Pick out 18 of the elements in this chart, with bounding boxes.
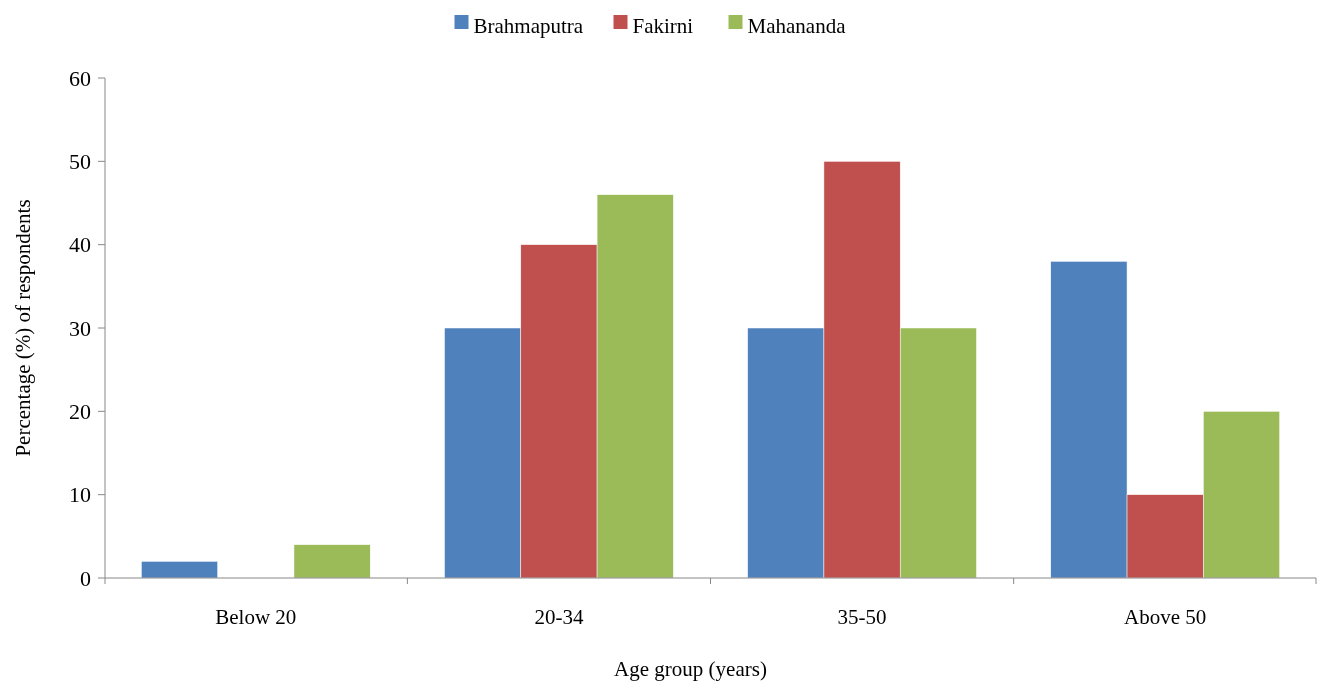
y-tick-label: 10 — [69, 482, 91, 508]
legend-label: Brahmaputra — [473, 14, 584, 39]
x-tick-label: 20-34 — [534, 605, 584, 629]
y-tick-label: 50 — [69, 149, 91, 175]
y-tick-label: 40 — [69, 232, 91, 258]
y-tick-label: 0 — [80, 565, 91, 591]
x-tick-label: 35-50 — [837, 605, 887, 629]
y-tick-label: 20 — [69, 399, 91, 425]
x-tick-label: Above 50 — [1124, 605, 1207, 629]
legend-label: Fakirni — [632, 14, 694, 39]
y-axis-title: Percentage (%) of respondents — [11, 199, 35, 457]
y-tick-label: 30 — [69, 315, 91, 341]
x-tick-label: Below 20 — [215, 605, 297, 629]
y-tick-label: 60 — [69, 65, 91, 91]
bar — [293, 544, 371, 579]
bar — [141, 561, 218, 579]
x-axis-title: Age group (years) — [614, 657, 767, 681]
legend-label: Mahananda — [747, 14, 847, 39]
